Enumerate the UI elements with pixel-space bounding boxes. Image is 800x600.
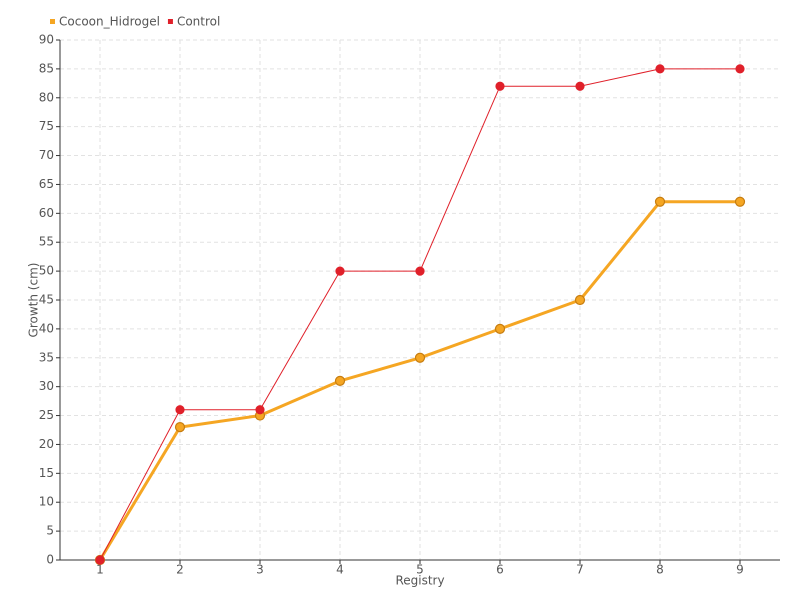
- y-tick-label: 25: [39, 408, 54, 422]
- y-tick-label: 55: [39, 235, 54, 249]
- x-tick-label: 2: [176, 563, 184, 577]
- y-tick-label: 30: [39, 379, 54, 393]
- point: [95, 555, 105, 565]
- legend-swatch: [50, 19, 55, 24]
- y-tick-label: 85: [39, 61, 54, 75]
- point: [574, 294, 586, 306]
- x-tick-label: 4: [336, 563, 344, 577]
- x-tick-label: 9: [736, 563, 744, 577]
- y-tick-label: 80: [39, 90, 54, 104]
- x-axis-label: Registry: [395, 574, 444, 588]
- x-tick-label: 1: [96, 563, 104, 577]
- y-tick-label: 50: [39, 264, 54, 278]
- legend-label: Control: [177, 15, 220, 29]
- point: [415, 266, 425, 276]
- x-tick-label: 8: [656, 563, 664, 577]
- y-tick-label: 65: [39, 177, 54, 191]
- series-line: [98, 200, 740, 561]
- legend-swatch: [167, 19, 173, 24]
- x-tick-label: 7: [576, 563, 584, 577]
- y-tick-label: 75: [39, 119, 54, 133]
- point: [654, 196, 666, 207]
- y-tick-label: 40: [39, 321, 54, 335]
- y-tick-label: 35: [39, 350, 54, 364]
- y-tick-label: 10: [39, 495, 54, 509]
- y-tick-label: 15: [39, 466, 54, 480]
- legend-label: Cocoon_Hidrogel: [59, 15, 160, 29]
- point: [335, 266, 345, 276]
- y-tick-label: 90: [39, 33, 54, 47]
- point: [175, 405, 185, 415]
- y-tick-label: 20: [39, 437, 54, 451]
- y-axis-label: Growth (cm): [27, 263, 41, 338]
- point: [174, 422, 186, 433]
- point: [495, 81, 505, 91]
- y-tick-label: 0: [46, 553, 54, 567]
- y-tick-label: 45: [39, 293, 54, 307]
- point: [575, 81, 585, 91]
- x-tick-label: 6: [496, 563, 504, 577]
- y-tick-label: 60: [39, 206, 54, 220]
- x-tick-label: 3: [256, 563, 264, 577]
- y-tick-label: 5: [46, 524, 54, 538]
- point: [734, 196, 746, 207]
- point: [414, 352, 426, 363]
- y-tick-label: 70: [39, 148, 54, 162]
- point: [334, 375, 346, 386]
- point: [255, 405, 265, 415]
- x-tick-label: 5: [416, 563, 424, 577]
- point: [494, 323, 506, 334]
- point: [655, 64, 665, 74]
- point: [735, 64, 745, 74]
